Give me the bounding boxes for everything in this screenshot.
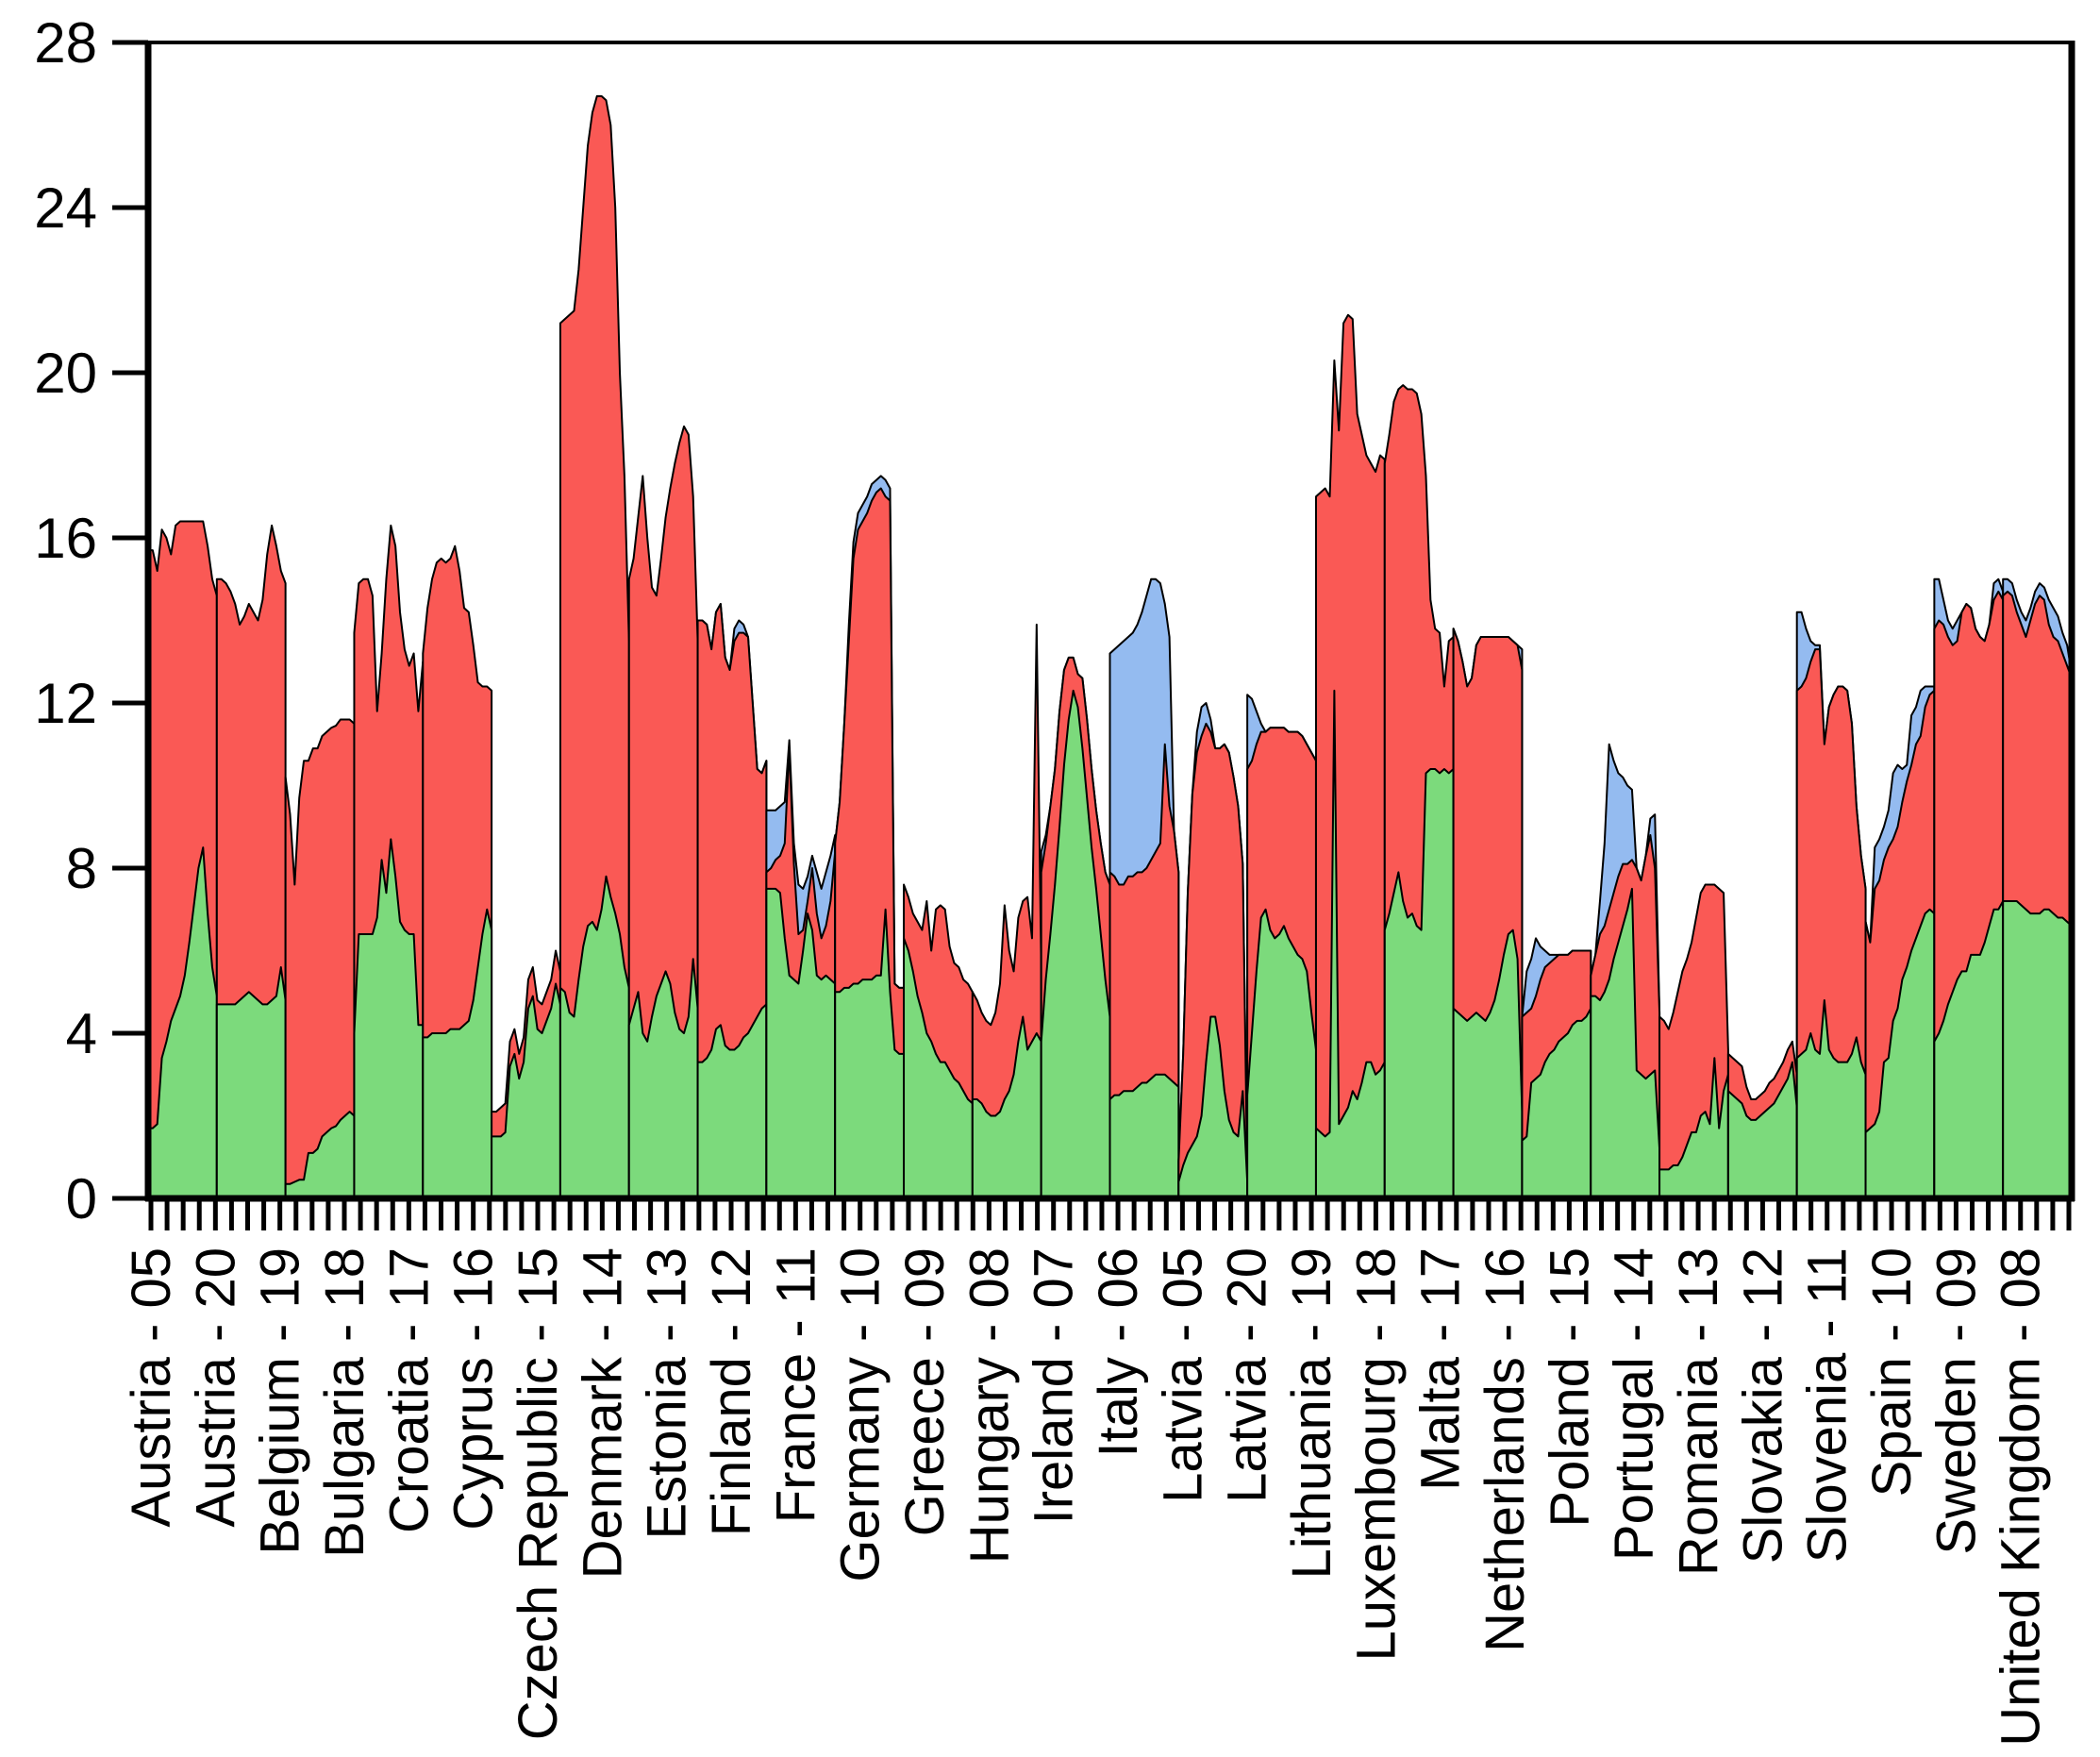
x-tick-label-spain-10: Spain - 10: [1861, 1247, 1923, 1497]
area-green-denmark: [558, 875, 630, 1199]
area-green-cyprus: [422, 908, 493, 1199]
x-tick-label-portugal-14: Portugal - 14: [1604, 1247, 1665, 1561]
x-tick-label-sweden-09: Sweden - 09: [1925, 1247, 1987, 1555]
x-tick-label-germany-10: Germany - 10: [830, 1247, 892, 1582]
x-tick-label-latvia-05: Latvia - 05: [1152, 1247, 1213, 1503]
area-green-finland: [696, 1003, 768, 1199]
x-tick-label-italy-06: Italy - 06: [1088, 1247, 1149, 1457]
x-tick-label-greece-09: Greece - 09: [894, 1247, 956, 1536]
area-green-bulgaria: [284, 1111, 356, 1199]
y-tick-label-12: 12: [34, 672, 97, 735]
area-green-croatia: [353, 838, 425, 1199]
y-tick-label-28: 28: [34, 11, 97, 75]
area-green-slovakia: [1726, 1061, 1798, 1199]
area-green-netherlands: [1452, 929, 1524, 1199]
y-tick-label-0: 0: [66, 1167, 97, 1230]
x-tick-label-united-kingdom-08: United Kingdom - 08: [1991, 1247, 2052, 1747]
x-tick-label-luxembourg-18: Luxembourg - 18: [1345, 1247, 1407, 1661]
x-tick-label-denmark-14: Denmark - 14: [572, 1247, 633, 1579]
x-tick-label-finland-12: Finland - 12: [701, 1247, 762, 1536]
x-tick-label-romania-13: Romania - 13: [1668, 1247, 1729, 1576]
area-red-bulgaria: [284, 718, 356, 1199]
area-green-italy: [1108, 1073, 1180, 1199]
x-tick-label-croatia-17: Croatia - 17: [378, 1247, 440, 1533]
area-green-greece: [903, 937, 974, 1199]
x-tick-label-bulgaria-18: Bulgaria - 18: [314, 1247, 375, 1558]
x-tick-label-ireland-07: Ireland - 07: [1024, 1247, 1085, 1524]
area-green-portugal: [1590, 887, 1661, 1199]
x-tick-label-france-11: France - 11: [765, 1247, 826, 1523]
x-tick-label-netherlands-16: Netherlands - 16: [1475, 1247, 1536, 1652]
area-green-ireland: [1040, 689, 1111, 1199]
x-tick-label-austria-05: Austria - 05: [121, 1247, 182, 1528]
area-green-hungary: [971, 1015, 1042, 1199]
y-tick-label-8: 8: [66, 837, 97, 900]
y-axis-labels: 0 4 8 12 16 20 24 28: [34, 11, 97, 1230]
x-tick-label-hungary-08: Hungary - 08: [958, 1247, 1020, 1564]
x-tick-label-slovenia-11: Slovenia - 11: [1797, 1247, 1858, 1563]
x-tick-label-lithuania-19: Lithuania - 19: [1281, 1247, 1342, 1579]
area-green-estonia: [627, 958, 699, 1199]
x-axis-ticks: [148, 1200, 2072, 1230]
x-axis-labels: Austria - 05 Austria - 20 Belgium - 19 Bulg…: [121, 1247, 2052, 1747]
y-tick-label-20: 20: [34, 342, 97, 405]
area-green-luxembourg: [1314, 689, 1386, 1199]
area-green-lithuania: [1246, 908, 1317, 1199]
area-green-united-kingdom: [2002, 900, 2073, 1199]
area-red-luxembourg: [1314, 313, 1386, 1199]
area-red-latvia: [1177, 722, 1249, 1199]
x-tick-label-cyprus-16: Cyprus - 16: [443, 1247, 505, 1531]
area-green-slovenia: [1795, 999, 1867, 1199]
area-green-romania: [1658, 1057, 1729, 1199]
x-tick-label-slovakia-12: Slovakia - 12: [1732, 1247, 1793, 1564]
area-green-france: [765, 887, 837, 1199]
plot-areas: [147, 94, 2073, 1199]
area-green-sweden: [1933, 900, 2005, 1199]
area-green-austria: [147, 846, 218, 1199]
area-green-latvia: [1177, 1015, 1249, 1199]
area-green-spain: [1864, 908, 1936, 1199]
area-green-malta: [1383, 768, 1455, 1199]
x-tick-label-estonia-13: Estonia - 13: [637, 1247, 698, 1540]
y-tick-label-24: 24: [34, 176, 97, 240]
x-tick-label-czech-republic-15: Czech Republic - 15: [508, 1247, 569, 1740]
x-tick-label-austria-20: Austria - 20: [185, 1247, 246, 1528]
y-tick-label-4: 4: [66, 1002, 97, 1065]
x-tick-label-malta-17: Malta - 17: [1410, 1247, 1472, 1491]
y-tick-label-16: 16: [34, 507, 97, 570]
area-green-germany: [834, 908, 906, 1199]
area-green-belgium: [215, 966, 287, 1199]
x-tick-label-latvia-20: Latvia - 20: [1217, 1247, 1278, 1503]
area-green-poland: [1521, 1007, 1592, 1199]
area-red-estonia: [627, 425, 699, 1199]
plot-frame: [144, 41, 2075, 1202]
x-tick-label-belgium-19: Belgium - 19: [250, 1247, 311, 1555]
y-axis-ticks: [112, 40, 148, 1201]
area-green-czech-republic: [491, 982, 561, 1199]
x-tick-label-poland-15: Poland - 15: [1539, 1247, 1600, 1528]
